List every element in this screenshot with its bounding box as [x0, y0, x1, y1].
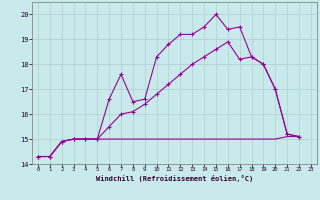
X-axis label: Windchill (Refroidissement éolien,°C): Windchill (Refroidissement éolien,°C) [96, 175, 253, 182]
